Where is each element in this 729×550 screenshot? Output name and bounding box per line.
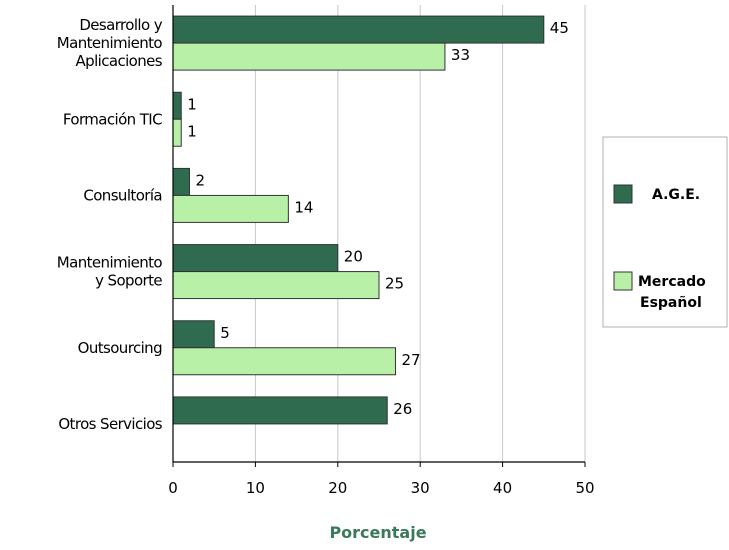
category-label: Formación TIC bbox=[63, 110, 162, 128]
category-label: Outsourcing bbox=[78, 339, 162, 357]
data-label: 20 bbox=[344, 248, 363, 266]
bar-age bbox=[172, 396, 388, 425]
legend-swatch bbox=[613, 271, 633, 291]
category-label-line: Consultoría bbox=[83, 186, 162, 204]
data-label: 26 bbox=[393, 400, 412, 418]
legend-label-line: Español bbox=[640, 295, 702, 311]
category-label-line: Formación TIC bbox=[63, 110, 162, 128]
bar-age bbox=[172, 15, 545, 44]
x-tick-label: 50 bbox=[575, 479, 594, 497]
bar-age bbox=[172, 91, 182, 120]
category-label-line: Desarrollo y bbox=[79, 16, 162, 34]
bars bbox=[172, 15, 545, 425]
x-tick-label: 10 bbox=[246, 479, 265, 497]
legend-label: Mercado Español bbox=[638, 274, 706, 311]
category-label: Desarrollo y Mantenimiento Aplicaciones bbox=[57, 16, 163, 70]
x-axis-title: Porcentaje bbox=[329, 523, 426, 542]
x-tick-label: 20 bbox=[328, 479, 347, 497]
bar-mercado-espanol bbox=[172, 271, 380, 300]
category-label-line: Mantenimiento bbox=[57, 254, 163, 272]
category-label: Mantenimiento y Soporte bbox=[57, 254, 163, 290]
x-tick-label: 0 bbox=[168, 479, 178, 497]
legend-label-line: Mercado bbox=[638, 274, 706, 290]
category-label-line: Mantenimiento bbox=[57, 34, 163, 52]
bar-age bbox=[172, 244, 339, 273]
legend-label: A.G.E. bbox=[652, 187, 700, 203]
data-label: 5 bbox=[220, 324, 230, 342]
category-label-line: Outsourcing bbox=[78, 339, 162, 357]
data-label: 33 bbox=[451, 46, 470, 64]
category-labels: Desarrollo y Mantenimiento AplicacionesFor… bbox=[57, 16, 164, 433]
data-label: 2 bbox=[195, 171, 205, 189]
x-tick-label: 40 bbox=[493, 479, 512, 497]
data-labels: 45 33 1 1 2 14 20 25 5 27 26 bbox=[187, 19, 569, 418]
bar-mercado-espanol bbox=[172, 118, 182, 147]
bar-mercado-espanol bbox=[172, 194, 289, 223]
gridlines bbox=[254, 5, 586, 462]
data-label: 14 bbox=[294, 198, 313, 216]
category-label-line: Otros Servicios bbox=[58, 415, 162, 433]
legend-box bbox=[602, 136, 728, 328]
bar-age bbox=[172, 320, 215, 349]
legend: A.G.E. Mercado Español bbox=[602, 136, 728, 328]
bar-mercado-espanol bbox=[172, 42, 446, 71]
data-label: 27 bbox=[401, 351, 420, 369]
category-label: Otros Servicios bbox=[58, 415, 162, 433]
data-label: 45 bbox=[550, 19, 569, 37]
legend-swatch bbox=[613, 184, 633, 204]
bar-age bbox=[172, 167, 190, 196]
data-label: 25 bbox=[385, 275, 404, 293]
category-label-line: y Soporte bbox=[95, 272, 162, 290]
axes bbox=[172, 5, 586, 467]
category-label: Consultoría bbox=[83, 186, 162, 204]
data-label: 1 bbox=[187, 95, 197, 113]
legend-label-line: A.G.E. bbox=[652, 187, 700, 203]
x-tick-label: 30 bbox=[411, 479, 430, 497]
category-label-line: Aplicaciones bbox=[76, 52, 163, 70]
tick-labels: 0 10 20 30 40 50 bbox=[168, 479, 594, 497]
data-label: 1 bbox=[187, 122, 197, 140]
bar-mercado-espanol bbox=[172, 347, 396, 376]
